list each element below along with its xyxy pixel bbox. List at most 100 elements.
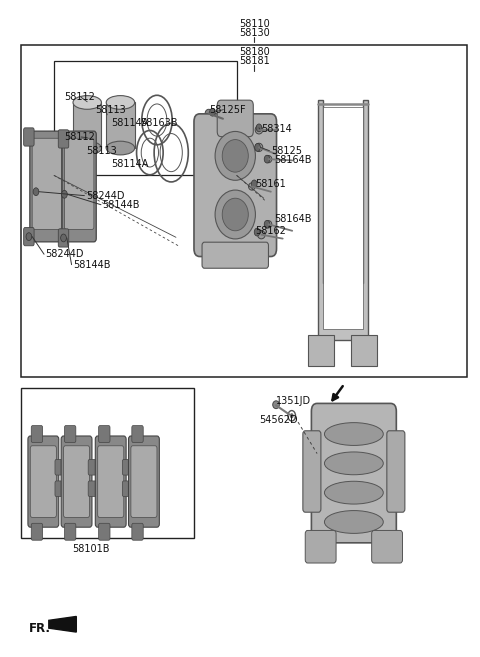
- Text: 58161: 58161: [255, 179, 286, 189]
- Polygon shape: [318, 101, 368, 340]
- Text: 58101B: 58101B: [72, 544, 109, 554]
- Bar: [73, 102, 101, 148]
- Ellipse shape: [255, 143, 263, 152]
- FancyBboxPatch shape: [64, 523, 76, 540]
- FancyBboxPatch shape: [129, 436, 159, 527]
- FancyBboxPatch shape: [372, 530, 403, 563]
- Ellipse shape: [205, 109, 212, 118]
- Text: 58125: 58125: [271, 146, 302, 156]
- Ellipse shape: [324, 452, 384, 475]
- FancyBboxPatch shape: [32, 138, 61, 229]
- FancyBboxPatch shape: [217, 100, 253, 137]
- FancyBboxPatch shape: [122, 481, 131, 497]
- Bar: [308, 335, 334, 367]
- Circle shape: [290, 413, 294, 419]
- FancyBboxPatch shape: [55, 481, 63, 497]
- FancyBboxPatch shape: [132, 426, 143, 443]
- Ellipse shape: [324, 422, 384, 445]
- FancyBboxPatch shape: [122, 459, 131, 475]
- Ellipse shape: [324, 510, 384, 533]
- FancyBboxPatch shape: [61, 436, 92, 527]
- Polygon shape: [323, 107, 363, 328]
- Text: 58244D: 58244D: [86, 191, 124, 200]
- FancyBboxPatch shape: [30, 445, 56, 518]
- FancyBboxPatch shape: [194, 114, 276, 256]
- Text: 58113: 58113: [86, 146, 117, 156]
- FancyBboxPatch shape: [202, 242, 268, 268]
- Circle shape: [61, 191, 67, 198]
- Polygon shape: [49, 616, 76, 632]
- Ellipse shape: [255, 125, 263, 134]
- FancyBboxPatch shape: [55, 459, 63, 475]
- FancyBboxPatch shape: [58, 229, 69, 247]
- FancyBboxPatch shape: [64, 426, 76, 443]
- Ellipse shape: [222, 198, 248, 231]
- Text: 58114A: 58114A: [111, 118, 148, 127]
- Text: 58164B: 58164B: [274, 156, 312, 166]
- Bar: [21, 388, 194, 538]
- Ellipse shape: [265, 221, 272, 228]
- FancyBboxPatch shape: [96, 436, 126, 527]
- Text: 58163B: 58163B: [140, 118, 178, 127]
- Text: 58130: 58130: [239, 28, 270, 37]
- FancyBboxPatch shape: [62, 131, 96, 242]
- Text: 58110: 58110: [239, 18, 270, 29]
- FancyBboxPatch shape: [88, 481, 96, 497]
- Ellipse shape: [106, 96, 135, 109]
- FancyBboxPatch shape: [24, 128, 34, 146]
- FancyBboxPatch shape: [312, 403, 396, 543]
- Ellipse shape: [265, 156, 272, 163]
- FancyBboxPatch shape: [31, 523, 43, 540]
- Circle shape: [255, 143, 261, 151]
- Circle shape: [60, 234, 66, 242]
- FancyBboxPatch shape: [31, 426, 43, 443]
- Ellipse shape: [215, 131, 255, 180]
- Text: FR.: FR.: [29, 622, 51, 635]
- Text: 58162: 58162: [255, 227, 286, 237]
- FancyBboxPatch shape: [131, 445, 157, 518]
- Text: 58244D: 58244D: [46, 249, 84, 260]
- Text: 58125F: 58125F: [209, 104, 246, 114]
- Text: 58113: 58113: [96, 104, 126, 114]
- Ellipse shape: [222, 139, 248, 172]
- Bar: [106, 102, 135, 148]
- FancyBboxPatch shape: [28, 436, 59, 527]
- Text: 58144B: 58144B: [102, 200, 140, 210]
- Text: 58314: 58314: [261, 124, 292, 134]
- FancyBboxPatch shape: [387, 431, 405, 512]
- FancyBboxPatch shape: [64, 138, 94, 229]
- Circle shape: [264, 220, 270, 228]
- FancyBboxPatch shape: [88, 459, 96, 475]
- Bar: [21, 45, 467, 377]
- Text: 58180: 58180: [239, 47, 270, 57]
- Ellipse shape: [106, 141, 135, 155]
- Circle shape: [264, 155, 270, 163]
- Circle shape: [252, 180, 257, 188]
- FancyBboxPatch shape: [30, 131, 64, 242]
- Text: 58181: 58181: [239, 57, 270, 66]
- FancyBboxPatch shape: [58, 130, 69, 148]
- FancyBboxPatch shape: [24, 227, 34, 246]
- FancyBboxPatch shape: [97, 445, 124, 518]
- Circle shape: [210, 108, 216, 116]
- Text: 58112: 58112: [64, 132, 96, 142]
- Text: 54562D: 54562D: [259, 415, 298, 424]
- Text: 58112: 58112: [64, 92, 96, 102]
- FancyBboxPatch shape: [132, 523, 143, 540]
- FancyBboxPatch shape: [98, 426, 110, 443]
- Circle shape: [33, 188, 39, 196]
- FancyBboxPatch shape: [303, 431, 321, 512]
- Ellipse shape: [215, 190, 255, 239]
- FancyBboxPatch shape: [305, 530, 336, 563]
- Bar: [350, 335, 377, 367]
- Ellipse shape: [273, 401, 279, 409]
- Ellipse shape: [249, 183, 255, 190]
- Ellipse shape: [324, 482, 384, 504]
- Ellipse shape: [73, 141, 101, 155]
- Text: 58114A: 58114A: [111, 160, 148, 170]
- Ellipse shape: [73, 96, 101, 109]
- Bar: [54, 61, 237, 175]
- Circle shape: [256, 124, 262, 132]
- Text: 1351JD: 1351JD: [276, 396, 311, 407]
- Ellipse shape: [258, 231, 265, 239]
